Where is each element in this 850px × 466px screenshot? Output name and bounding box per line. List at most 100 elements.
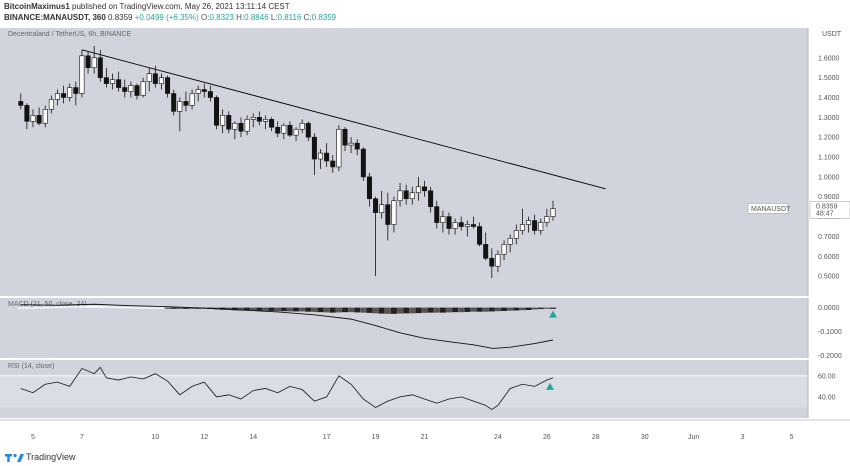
candle[interactable]	[489, 248, 495, 279]
candle[interactable]	[422, 180, 428, 197]
candle[interactable]	[226, 111, 232, 134]
candle[interactable]	[110, 73, 116, 90]
candle[interactable]	[67, 83, 73, 102]
candle[interactable]	[501, 240, 507, 261]
candle[interactable]	[330, 155, 336, 173]
candle[interactable]	[538, 218, 544, 235]
candle[interactable]	[391, 196, 397, 233]
candle[interactable]	[201, 83, 207, 98]
candle[interactable]	[360, 147, 366, 181]
candle[interactable]	[544, 208, 550, 227]
candle[interactable]	[513, 224, 519, 245]
macd-histogram-bar	[488, 307, 495, 312]
candle[interactable]	[24, 103, 30, 130]
candle[interactable]	[134, 83, 140, 100]
candle[interactable]	[73, 81, 79, 106]
candle[interactable]	[220, 109, 226, 134]
candle[interactable]	[152, 65, 158, 88]
candle[interactable]	[318, 149, 324, 169]
candle[interactable]	[287, 121, 293, 138]
author-name[interactable]: BitcoinMaximus1	[4, 2, 70, 11]
candle[interactable]	[42, 105, 48, 128]
candle[interactable]	[158, 73, 164, 90]
candle[interactable]	[403, 184, 409, 205]
price-pane[interactable]: Decentraland / TetherUS, 6h, BINANCE USDT…	[0, 28, 850, 296]
candle[interactable]	[550, 200, 556, 221]
candle[interactable]	[275, 121, 281, 138]
candle[interactable]	[458, 216, 464, 231]
candle[interactable]	[54, 89, 60, 106]
candle[interactable]	[30, 109, 36, 128]
candle[interactable]	[177, 97, 183, 132]
candle[interactable]	[336, 125, 342, 171]
candle[interactable]	[415, 176, 421, 201]
candle[interactable]	[507, 234, 513, 253]
candle[interactable]	[305, 121, 311, 142]
candle[interactable]	[428, 186, 434, 213]
candle[interactable]	[189, 89, 195, 110]
candle[interactable]	[232, 121, 238, 140]
candle[interactable]	[238, 117, 244, 138]
candle[interactable]	[116, 71, 122, 92]
candle[interactable]	[526, 216, 532, 233]
candle[interactable]	[379, 190, 385, 219]
candle[interactable]	[122, 79, 128, 98]
resistance-trendline[interactable]	[81, 49, 606, 190]
candle[interactable]	[195, 85, 201, 102]
candle[interactable]	[165, 75, 171, 98]
candle[interactable]	[366, 172, 372, 207]
candle[interactable]	[103, 67, 109, 88]
candle[interactable]	[85, 51, 91, 74]
candle[interactable]	[385, 192, 391, 241]
candle[interactable]	[207, 85, 213, 102]
chart-canvas[interactable]: Decentraland / TetherUS, 6h, BINANCE USDT…	[0, 28, 850, 448]
candle[interactable]	[214, 95, 220, 130]
candle[interactable]	[342, 127, 348, 152]
candle[interactable]	[452, 218, 458, 235]
candle[interactable]	[262, 115, 268, 130]
candle[interactable]	[91, 45, 97, 74]
candle[interactable]	[128, 81, 134, 98]
candle[interactable]	[409, 186, 415, 205]
candle[interactable]	[434, 200, 440, 229]
candle[interactable]	[532, 214, 538, 235]
candle[interactable]	[293, 127, 299, 142]
candle[interactable]	[519, 208, 525, 235]
candle[interactable]	[97, 49, 103, 82]
candle[interactable]	[397, 182, 403, 207]
candle[interactable]	[61, 85, 67, 104]
candle[interactable]	[140, 77, 146, 98]
candle[interactable]	[146, 67, 152, 92]
candle[interactable]	[470, 216, 476, 229]
candle[interactable]	[311, 133, 317, 175]
candle[interactable]	[18, 93, 24, 110]
candle[interactable]	[354, 139, 360, 156]
candle[interactable]	[373, 196, 379, 277]
candle[interactable]	[79, 49, 85, 98]
candle[interactable]	[483, 232, 489, 261]
rsi-pane[interactable]: RSI (14, close) 60.00 40.00	[0, 360, 836, 418]
price-pane-background	[0, 28, 808, 296]
candle[interactable]	[183, 91, 189, 112]
candle[interactable]	[48, 95, 54, 114]
candle[interactable]	[299, 119, 305, 134]
candle[interactable]	[36, 107, 42, 126]
candle[interactable]	[440, 210, 446, 233]
candle[interactable]	[281, 123, 287, 140]
candle[interactable]	[269, 117, 275, 132]
candle[interactable]	[446, 212, 452, 235]
candle[interactable]	[244, 115, 250, 136]
candle[interactable]	[250, 113, 256, 128]
candle[interactable]	[324, 143, 330, 167]
candle[interactable]	[256, 111, 262, 126]
macd-histogram-bar	[378, 307, 385, 314]
candle[interactable]	[348, 137, 354, 154]
macd-histogram-bar	[280, 307, 287, 312]
candle[interactable]	[495, 250, 501, 273]
macd-pane[interactable]: MACD (21, 50, close, 24) 0.0000 -0.1000 -0.…	[0, 298, 842, 360]
candle[interactable]	[464, 220, 470, 237]
candle[interactable]	[171, 89, 177, 116]
time-axis[interactable]: 5 7 10 12 14 17 19 21 24 26 28 30 Jun 3 5	[0, 419, 850, 448]
candle[interactable]	[477, 222, 483, 247]
